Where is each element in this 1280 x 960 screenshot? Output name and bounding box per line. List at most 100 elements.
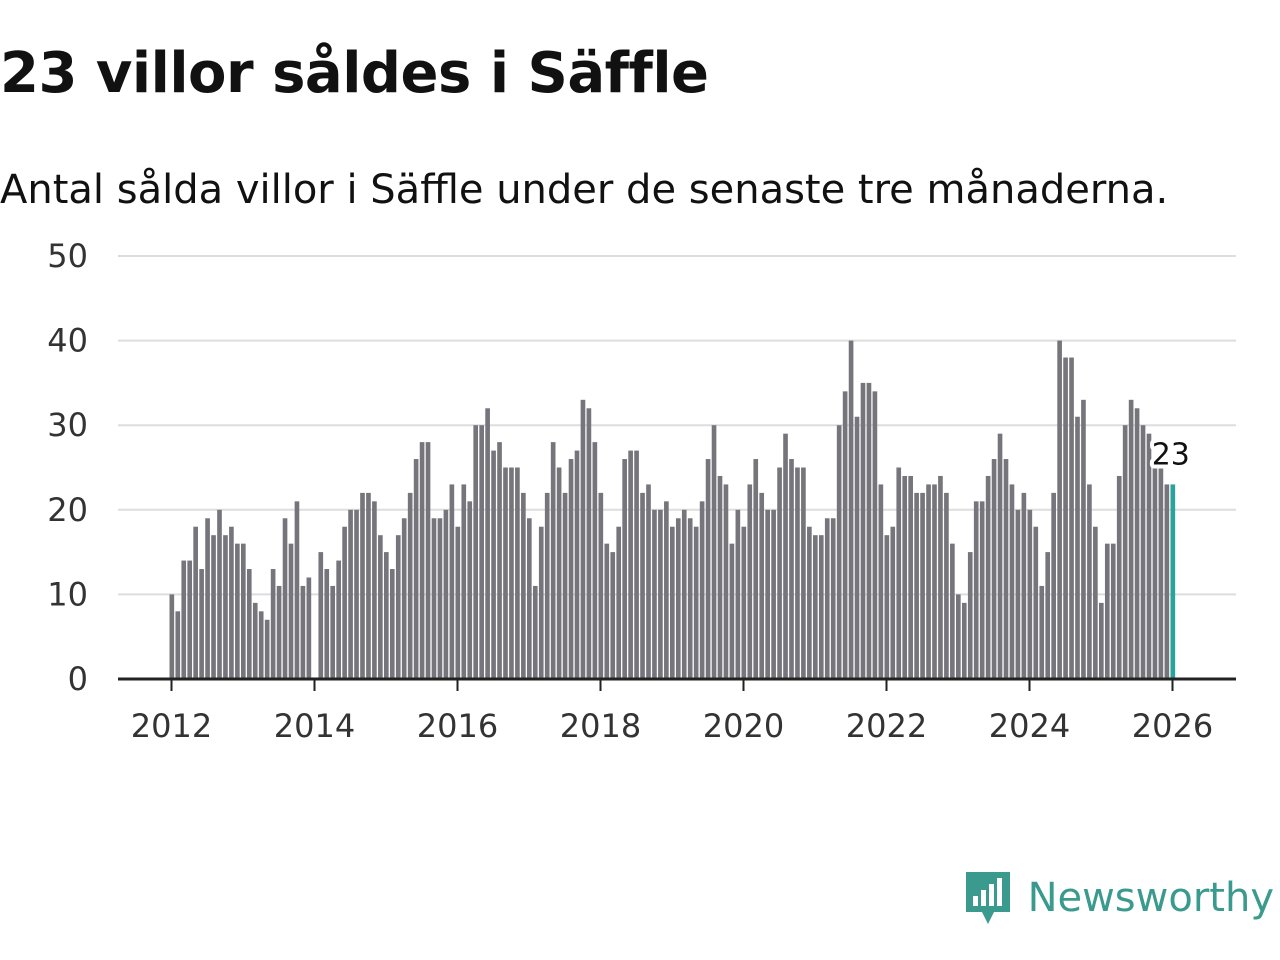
bar bbox=[1021, 492, 1027, 679]
bar bbox=[509, 467, 514, 679]
bar bbox=[288, 543, 294, 679]
bar bbox=[699, 501, 705, 679]
bar bbox=[1057, 340, 1062, 679]
bar bbox=[401, 518, 407, 679]
bar bbox=[646, 484, 651, 679]
bar bbox=[348, 509, 353, 679]
x-tick-label: 2016 bbox=[417, 707, 498, 745]
bar bbox=[586, 408, 592, 679]
bar bbox=[747, 484, 753, 679]
bar bbox=[1122, 425, 1128, 679]
bar bbox=[1146, 433, 1152, 679]
bar bbox=[580, 399, 586, 679]
bar bbox=[568, 459, 574, 679]
bar bbox=[1104, 543, 1110, 679]
bar bbox=[914, 492, 919, 679]
bar bbox=[497, 442, 502, 679]
bar bbox=[538, 526, 544, 679]
bar bbox=[842, 391, 848, 679]
bar bbox=[294, 501, 300, 679]
bar bbox=[413, 459, 419, 679]
bar bbox=[878, 484, 884, 679]
bar bbox=[866, 382, 872, 679]
bar bbox=[610, 552, 616, 679]
bar bbox=[765, 509, 770, 679]
bar bbox=[318, 552, 324, 679]
bar bbox=[717, 475, 723, 679]
bar bbox=[181, 560, 187, 679]
x-tick-label: 2024 bbox=[989, 707, 1070, 745]
bar bbox=[759, 492, 765, 679]
bar bbox=[741, 526, 747, 679]
bar bbox=[687, 518, 693, 679]
bar bbox=[378, 535, 383, 679]
bar bbox=[491, 450, 496, 679]
bar bbox=[503, 467, 508, 679]
bar bbox=[282, 518, 288, 679]
bar-highlighted bbox=[1170, 484, 1176, 679]
bar bbox=[187, 560, 193, 679]
bar bbox=[270, 569, 276, 679]
latest-value-label: 23 bbox=[1152, 437, 1190, 472]
bar bbox=[836, 425, 842, 679]
brand-name: Newsworthy bbox=[1027, 875, 1274, 921]
bar bbox=[241, 543, 246, 679]
x-axis bbox=[118, 677, 1236, 691]
bar bbox=[634, 450, 639, 679]
bar bbox=[944, 492, 949, 679]
bar bbox=[211, 535, 216, 679]
bar bbox=[449, 484, 455, 679]
bar bbox=[729, 543, 735, 679]
bar bbox=[1128, 399, 1134, 679]
bar bbox=[848, 340, 854, 679]
bar bbox=[467, 501, 473, 679]
bar bbox=[205, 518, 210, 679]
bar bbox=[425, 442, 431, 679]
bar bbox=[860, 382, 866, 679]
bar bbox=[640, 492, 645, 679]
bar bbox=[342, 526, 347, 679]
bar bbox=[1003, 459, 1009, 679]
bar bbox=[193, 526, 198, 679]
bar bbox=[556, 467, 562, 679]
bar bbox=[658, 509, 663, 679]
bar bbox=[807, 526, 812, 679]
bar bbox=[485, 408, 490, 679]
bar bbox=[276, 585, 282, 679]
bar bbox=[443, 509, 449, 679]
bar bbox=[1093, 526, 1098, 679]
bar bbox=[532, 585, 538, 679]
bar bbox=[199, 569, 204, 679]
bar bbox=[407, 492, 413, 679]
bar bbox=[372, 501, 377, 679]
bar bbox=[670, 526, 675, 679]
bar bbox=[1158, 467, 1164, 679]
annotation-layer: 23 bbox=[1148, 433, 1194, 476]
bar bbox=[1039, 585, 1045, 679]
x-tick-label: 2026 bbox=[1132, 707, 1213, 745]
bar bbox=[1027, 509, 1033, 679]
bar bbox=[395, 535, 401, 679]
bar bbox=[461, 484, 467, 679]
bar bbox=[908, 475, 913, 679]
bar bbox=[950, 543, 955, 679]
bar bbox=[252, 602, 258, 679]
bar bbox=[455, 526, 461, 679]
bar bbox=[616, 526, 622, 679]
bar bbox=[235, 543, 240, 679]
bar bbox=[336, 560, 341, 679]
newsworthy-logo: Newsworthy bbox=[962, 868, 1274, 928]
bar bbox=[926, 484, 931, 679]
bar bbox=[258, 611, 264, 679]
bar bbox=[1110, 543, 1116, 679]
bar bbox=[783, 433, 788, 679]
x-tick-label: 2012 bbox=[131, 707, 212, 745]
bar bbox=[1164, 484, 1170, 679]
bar bbox=[920, 492, 925, 679]
bar bbox=[521, 492, 526, 679]
bar bbox=[527, 518, 532, 679]
bar bbox=[681, 509, 687, 679]
bar bbox=[956, 594, 961, 679]
bar bbox=[735, 509, 741, 679]
bar bbox=[967, 552, 973, 679]
